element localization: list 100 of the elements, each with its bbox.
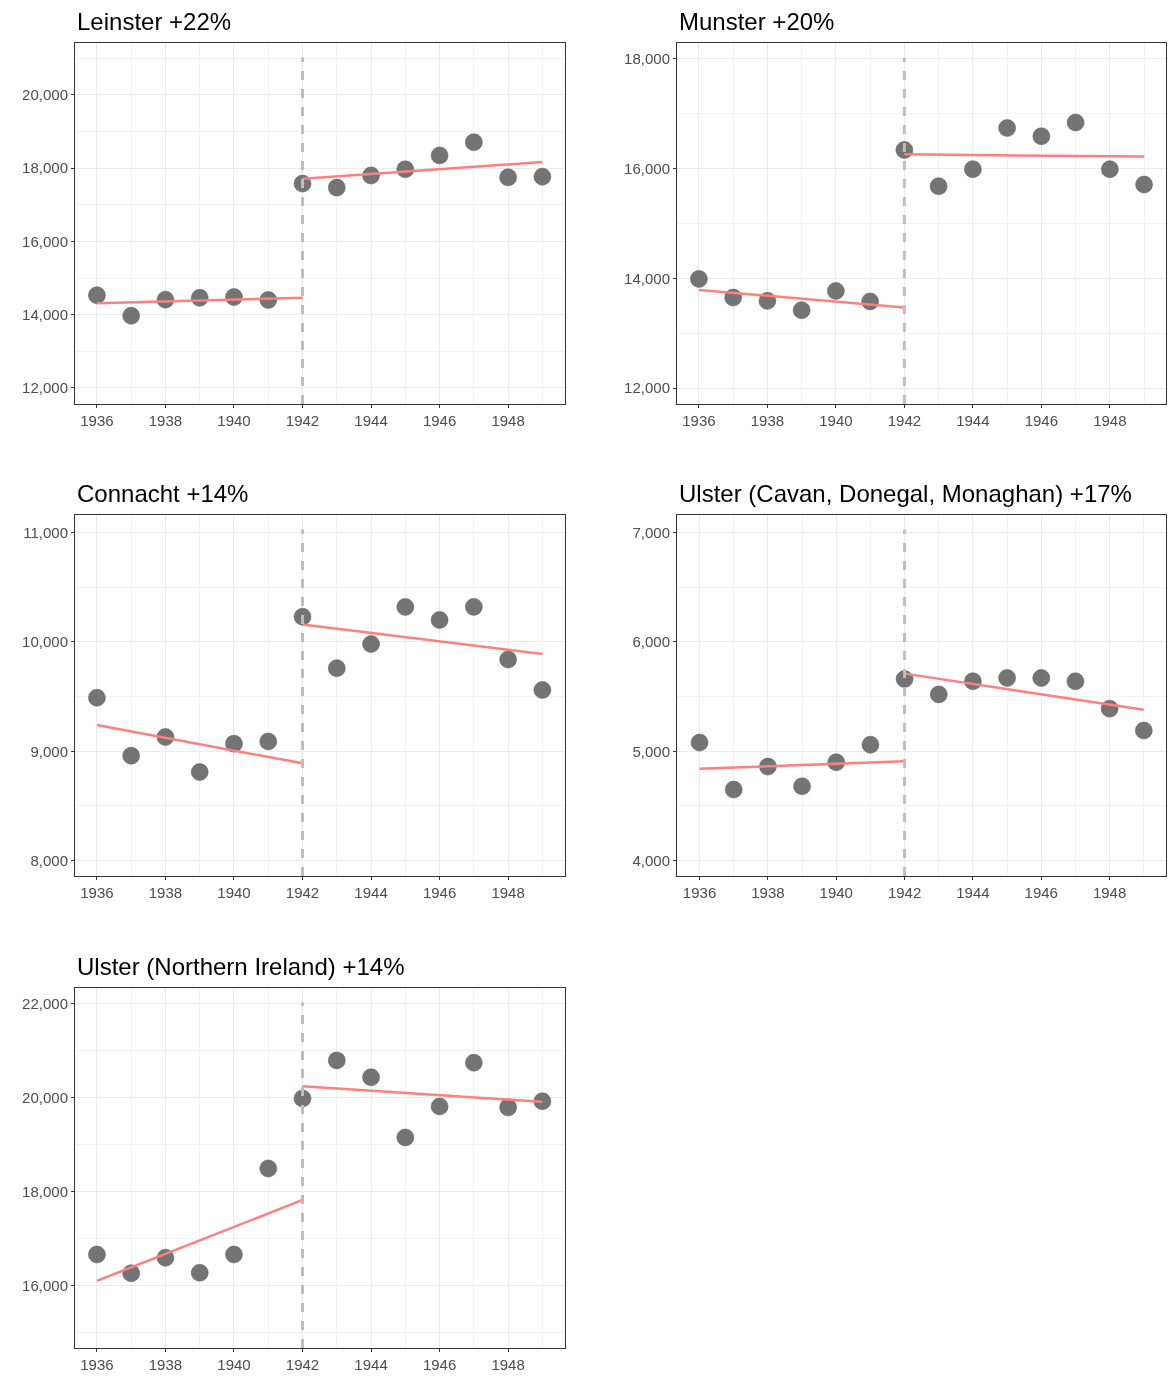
point bbox=[190, 1264, 209, 1282]
x-tick-label: 1946 bbox=[1024, 412, 1059, 429]
x-tick-label: 1942 bbox=[887, 884, 922, 901]
point bbox=[430, 611, 449, 629]
y-tick-label: 18,000 bbox=[624, 50, 670, 68]
y-tick-label: 12,000 bbox=[624, 379, 670, 397]
x-tick-label: 1938 bbox=[148, 1356, 183, 1373]
y-tick-label: 16,000 bbox=[624, 159, 670, 177]
x-tick-label: 1940 bbox=[819, 412, 853, 429]
y-tick-label: 20,000 bbox=[22, 86, 68, 104]
x-tick-label: 1942 bbox=[887, 412, 922, 429]
x-tick-label: 1936 bbox=[80, 884, 114, 901]
point bbox=[1135, 175, 1153, 194]
point bbox=[465, 598, 483, 616]
point bbox=[827, 282, 845, 300]
point bbox=[499, 168, 517, 187]
x-tick-label: 1944 bbox=[354, 884, 388, 901]
point bbox=[724, 780, 743, 799]
y-tick-label: 18,000 bbox=[22, 1183, 68, 1201]
y-tick-label: 14,000 bbox=[22, 305, 68, 323]
point bbox=[122, 746, 140, 765]
x-tick-label: 1948 bbox=[491, 884, 525, 901]
y-tick-label: 11,000 bbox=[23, 523, 68, 541]
x-tick-label: 1944 bbox=[956, 884, 990, 901]
y-tick-label: 4,000 bbox=[632, 851, 670, 869]
x-tick-label: 1940 bbox=[217, 412, 251, 429]
point bbox=[225, 1245, 243, 1264]
point bbox=[396, 1128, 415, 1147]
chart-title: Ulster (Northern Ireland) +14% bbox=[77, 953, 405, 980]
point bbox=[1135, 721, 1153, 740]
y-tick-label: 18,000 bbox=[22, 159, 68, 177]
y-tick-label: 20,000 bbox=[22, 1089, 68, 1107]
point bbox=[1066, 113, 1085, 132]
point bbox=[998, 669, 1016, 687]
y-tick-label: 6,000 bbox=[632, 633, 670, 651]
point bbox=[998, 119, 1016, 137]
point bbox=[328, 178, 346, 197]
x-tick-label: 1938 bbox=[751, 884, 785, 901]
x-tick-label: 1936 bbox=[80, 1356, 114, 1373]
x-tick-label: 1948 bbox=[491, 412, 525, 429]
x-tick-label: 1942 bbox=[285, 412, 320, 429]
x-tick-label: 1942 bbox=[285, 1356, 320, 1373]
point bbox=[430, 1097, 449, 1116]
point bbox=[88, 286, 106, 304]
x-tick-label: 1946 bbox=[1024, 884, 1058, 901]
x-tick-label: 1948 bbox=[491, 1356, 525, 1373]
x-tick-label: 1946 bbox=[422, 1356, 457, 1373]
y-tick-label: 16,000 bbox=[22, 1277, 68, 1295]
chart-title: Leinster +22% bbox=[77, 8, 232, 35]
point bbox=[122, 307, 140, 325]
chart-title: Munster +20% bbox=[679, 8, 835, 35]
y-tick-label: 22,000 bbox=[22, 995, 68, 1013]
point bbox=[499, 650, 517, 669]
point bbox=[1032, 127, 1051, 146]
x-tick-label: 1944 bbox=[354, 412, 388, 429]
point bbox=[88, 688, 106, 707]
y-tick-label: 10,000 bbox=[22, 633, 68, 651]
point bbox=[362, 635, 380, 653]
x-tick-label: 1944 bbox=[354, 1356, 388, 1373]
x-tick-label: 1938 bbox=[148, 884, 183, 901]
y-tick-label: 8,000 bbox=[30, 851, 68, 869]
point bbox=[964, 160, 982, 178]
y-tick-label: 7,000 bbox=[632, 523, 670, 541]
point bbox=[533, 681, 552, 699]
x-tick-label: 1938 bbox=[750, 412, 785, 429]
y-tick-label: 5,000 bbox=[632, 742, 670, 760]
x-tick-label: 1942 bbox=[285, 884, 320, 901]
point bbox=[259, 1159, 278, 1178]
point bbox=[499, 1098, 517, 1117]
point bbox=[793, 777, 811, 796]
x-tick-label: 1946 bbox=[422, 412, 457, 429]
point bbox=[792, 301, 811, 319]
x-tick-label: 1944 bbox=[956, 412, 990, 429]
point bbox=[533, 167, 552, 186]
point bbox=[328, 659, 346, 677]
x-tick-label: 1940 bbox=[819, 884, 853, 901]
point bbox=[929, 177, 948, 195]
point bbox=[396, 598, 415, 616]
x-tick-label: 1946 bbox=[422, 884, 457, 901]
point bbox=[88, 1245, 106, 1264]
point bbox=[1101, 160, 1119, 178]
point bbox=[1032, 669, 1051, 687]
y-tick-label: 9,000 bbox=[30, 742, 68, 760]
x-tick-label: 1938 bbox=[148, 412, 183, 429]
x-tick-label: 1940 bbox=[217, 1356, 251, 1373]
point bbox=[430, 146, 449, 165]
chart-title: Ulster (Cavan, Donegal, Monaghan) +17% bbox=[679, 480, 1132, 507]
y-tick-label: 14,000 bbox=[624, 269, 670, 287]
point bbox=[465, 133, 483, 151]
x-tick-label: 1936 bbox=[682, 884, 717, 901]
chart-title: Connacht +14% bbox=[77, 480, 249, 507]
y-tick-label: 12,000 bbox=[22, 379, 68, 397]
point bbox=[690, 270, 708, 288]
point bbox=[362, 1068, 380, 1087]
x-tick-label: 1948 bbox=[1093, 412, 1127, 429]
point bbox=[190, 763, 209, 781]
point bbox=[861, 735, 880, 754]
x-tick-label: 1936 bbox=[80, 412, 114, 429]
point bbox=[465, 1053, 483, 1072]
point bbox=[328, 1051, 346, 1070]
